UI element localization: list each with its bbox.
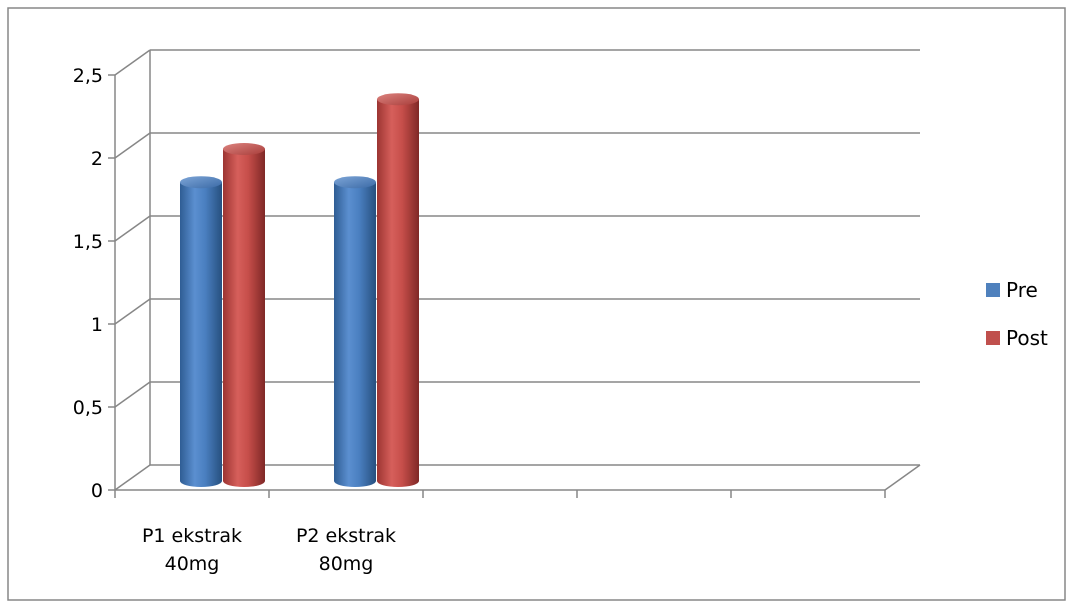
floor-edge xyxy=(884,464,921,491)
y-tick-label: 2 xyxy=(91,148,103,170)
legend-label: Pre xyxy=(1006,278,1038,302)
legend-swatch xyxy=(986,283,1000,297)
bar xyxy=(223,143,265,487)
gridline-side xyxy=(114,381,151,408)
y-tick-label: 0 xyxy=(91,480,103,502)
legend-label: Post xyxy=(1006,326,1048,350)
chart-border xyxy=(7,7,1066,601)
y-tick-label: 0,5 xyxy=(73,397,103,419)
y-tick-label: 2,5 xyxy=(73,65,103,87)
bar xyxy=(180,176,222,487)
legend-swatch xyxy=(986,331,1000,345)
gridline-side xyxy=(114,132,151,159)
y-tick-label: 1 xyxy=(91,314,103,336)
gridline-side xyxy=(114,298,151,325)
x-tick-label: P2 ekstrak 80mg xyxy=(296,525,396,575)
y-tick-label: 1,5 xyxy=(73,231,103,253)
bar xyxy=(377,93,419,487)
legend: Pre Post xyxy=(986,278,1048,350)
gridline-side xyxy=(114,464,151,491)
gridline-side xyxy=(114,215,151,242)
bar xyxy=(334,176,376,487)
gridline-side xyxy=(114,49,151,76)
x-tick-label: P1 ekstrak 40mg xyxy=(142,525,242,575)
